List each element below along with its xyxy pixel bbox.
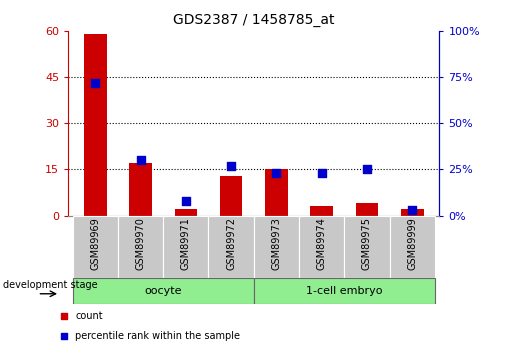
Bar (299, 216, 344, 278)
Text: GSM89972: GSM89972 (226, 217, 236, 270)
Bar (129, 163, 152, 216)
Point (91, 80, 99, 86)
Bar (175, 209, 197, 216)
Bar (163, 216, 209, 278)
Bar (356, 203, 378, 216)
Text: GSM89971: GSM89971 (181, 217, 191, 270)
Bar (265, 169, 288, 216)
Point (363, 167, 371, 172)
Bar (118, 216, 163, 278)
Bar (254, 216, 299, 278)
Text: oocyte: oocyte (144, 286, 182, 296)
Bar (220, 176, 242, 216)
Bar (73, 278, 254, 304)
Text: percentile rank within the sample: percentile rank within the sample (75, 331, 240, 341)
Point (60, 333, 68, 339)
Text: GSM89970: GSM89970 (136, 217, 145, 270)
Text: GSM89999: GSM89999 (407, 217, 417, 270)
Text: GSM89974: GSM89974 (317, 217, 327, 270)
Bar (254, 278, 435, 304)
Bar (311, 206, 333, 216)
Bar (73, 216, 118, 278)
Point (182, 198, 190, 204)
Text: 1-cell embryo: 1-cell embryo (306, 286, 383, 296)
Point (272, 170, 280, 176)
Point (136, 157, 144, 163)
Bar (209, 216, 254, 278)
Text: GSM89973: GSM89973 (271, 217, 281, 270)
Point (60, 313, 68, 319)
Text: GSM89975: GSM89975 (362, 217, 372, 270)
Text: development stage: development stage (4, 280, 98, 290)
Text: GSM89969: GSM89969 (90, 217, 100, 270)
Bar (344, 216, 389, 278)
Bar (401, 209, 424, 216)
Point (408, 207, 416, 213)
Point (318, 170, 326, 176)
Bar (389, 216, 435, 278)
Bar (84, 34, 107, 216)
Text: count: count (75, 311, 103, 321)
Point (227, 163, 235, 169)
Title: GDS2387 / 1458785_at: GDS2387 / 1458785_at (173, 13, 334, 27)
